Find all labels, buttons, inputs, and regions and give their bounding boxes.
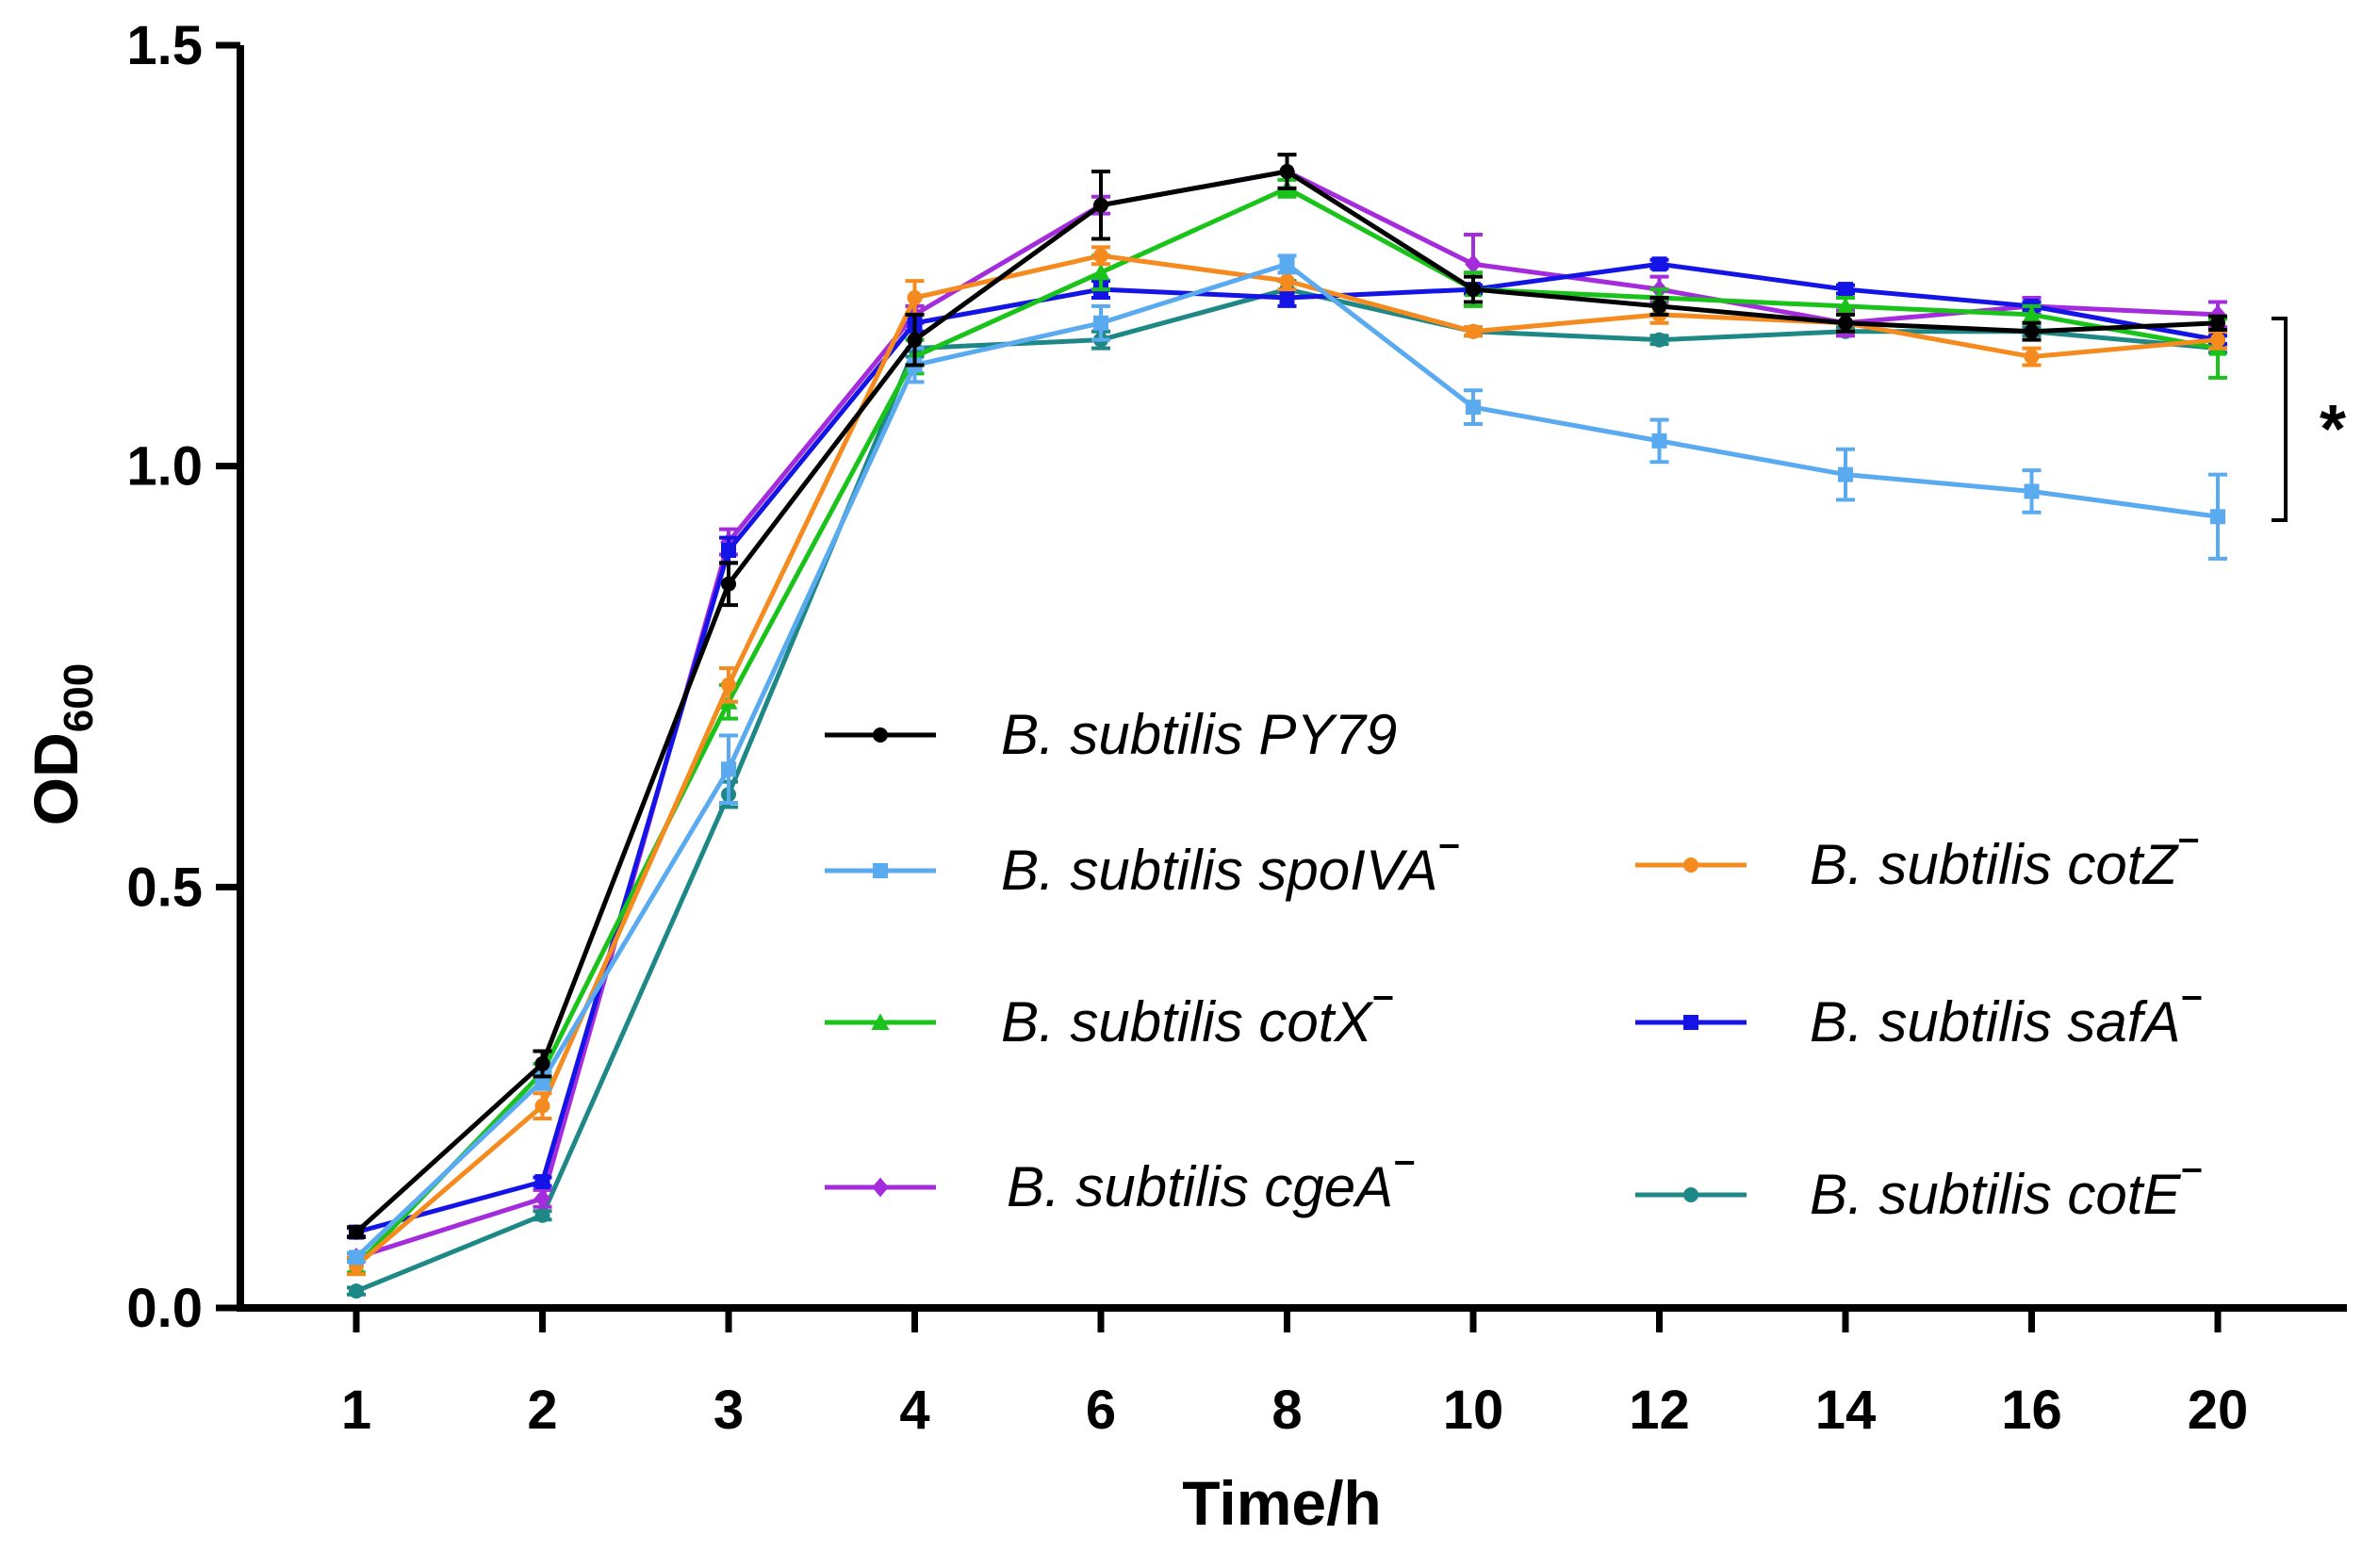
series-6 <box>347 279 2227 1299</box>
significance-bracket: * <box>2272 317 2346 522</box>
data-point <box>1093 197 1108 213</box>
legend-item-1: B. subtilis spoIVA <box>825 839 1459 902</box>
data-point <box>2024 483 2040 499</box>
series-line-6 <box>355 286 2219 1294</box>
data-point <box>721 543 736 558</box>
data-point <box>534 1207 550 1223</box>
legend-label: B. subtilis cotX <box>1001 990 1373 1054</box>
series-2 <box>347 245 2227 1277</box>
data-point <box>2024 349 2040 365</box>
data-point <box>1651 433 1667 449</box>
data-point <box>349 1283 364 1299</box>
data-point <box>349 1224 364 1240</box>
x-tick-label: 4 <box>899 1380 929 1441</box>
y-axis-title: OD600 <box>21 663 102 825</box>
data-point <box>1465 253 1482 274</box>
legend-item-3: B. subtilis cotX <box>825 990 1393 1054</box>
legend-label: B. subtilis cotE <box>1810 1163 2181 1226</box>
legend-swatch-marker <box>1683 858 1698 873</box>
data-point <box>1651 332 1667 348</box>
data-point <box>2022 305 2042 322</box>
data-point <box>721 761 736 777</box>
data-point <box>1466 323 1481 339</box>
data-point <box>2210 315 2225 331</box>
series-0 <box>347 153 2227 1240</box>
legend-label: B. subtilis cotZ <box>1810 833 2179 896</box>
legend-swatch-marker <box>1683 1015 1698 1030</box>
data-point <box>1836 297 1855 314</box>
data-point <box>907 332 923 348</box>
data-point <box>2024 323 2040 339</box>
data-point <box>1093 315 1108 331</box>
y-axis-title-main: OD <box>21 732 90 825</box>
x-tick-label: 14 <box>1815 1380 1877 1441</box>
legend-label: B. subtilis cgeA <box>1007 1155 1393 1218</box>
x-tick-label: 16 <box>2001 1380 2062 1441</box>
data-point <box>1279 164 1295 179</box>
data-point <box>1838 315 1853 331</box>
legend-swatch-marker <box>873 727 888 743</box>
data-point <box>1651 256 1667 272</box>
x-tick-label: 8 <box>1271 1380 1302 1441</box>
data-point <box>1279 273 1295 289</box>
y-tick-label: 0.5 <box>126 857 203 918</box>
legend-swatch-marker <box>873 863 888 878</box>
data-point <box>534 1174 550 1189</box>
legend-label: B. subtilis spoIVA <box>1001 839 1438 902</box>
data-point <box>1093 248 1108 264</box>
bracket-line <box>2272 317 2288 522</box>
y-axis-title-subscript: 600 <box>56 663 102 732</box>
data-point <box>1279 256 1295 272</box>
axes-layer <box>216 41 2347 1332</box>
y-tick-label: 1.0 <box>126 436 203 498</box>
series-1 <box>347 253 2227 1266</box>
legend-label: B. subtilis PY79 <box>1001 703 1397 766</box>
legend-item-5: B. subtilis cgeA <box>825 1155 1415 1218</box>
x-tick-label: 1 <box>341 1380 371 1441</box>
data-point <box>1466 282 1481 298</box>
legend-swatch-marker <box>871 1013 890 1030</box>
x-tick-label: 3 <box>714 1380 744 1441</box>
legend-item-4: B. subtilis safA <box>1635 990 2202 1054</box>
legend-swatch-marker <box>1683 1187 1698 1202</box>
legend-item-0: B. subtilis PY79 <box>825 703 1397 766</box>
y-tick-label: 0.0 <box>126 1278 203 1339</box>
legend: B. subtilis PY79 B. subtilis spoIVA B. sub… <box>825 703 2202 1226</box>
x-tick-label: 2 <box>527 1380 557 1441</box>
data-point <box>349 1250 364 1266</box>
legend-label: B. subtilis safA <box>1810 990 2181 1054</box>
legend-swatch-marker <box>872 1177 889 1198</box>
x-tick-label: 6 <box>1086 1380 1116 1441</box>
data-point <box>534 1098 550 1114</box>
x-tick-label: 10 <box>1443 1380 1504 1441</box>
data-point <box>1279 290 1295 305</box>
data-point <box>1091 263 1110 281</box>
significance-star: * <box>2320 392 2346 467</box>
data-point <box>1651 298 1667 314</box>
data-point <box>2210 509 2225 525</box>
legend-item-6: B. subtilis cotE <box>1635 1163 2202 1226</box>
x-tick-label: 20 <box>2188 1380 2249 1441</box>
legend-item-2: B. subtilis cotZ <box>1635 833 2199 896</box>
data-point <box>2210 332 2225 348</box>
x-axis-title: Time/h <box>1182 1468 1382 1538</box>
x-tick-label: 12 <box>1629 1380 1690 1441</box>
data-point <box>1838 282 1853 298</box>
data-point <box>534 1055 550 1071</box>
data-point <box>907 290 923 305</box>
data-point <box>1838 466 1853 482</box>
data-point <box>721 576 736 592</box>
data-point <box>1466 400 1481 416</box>
y-tick-label: 1.5 <box>126 15 203 76</box>
data-point <box>533 1188 551 1209</box>
series-layer <box>347 153 2227 1299</box>
data-point <box>721 677 736 693</box>
